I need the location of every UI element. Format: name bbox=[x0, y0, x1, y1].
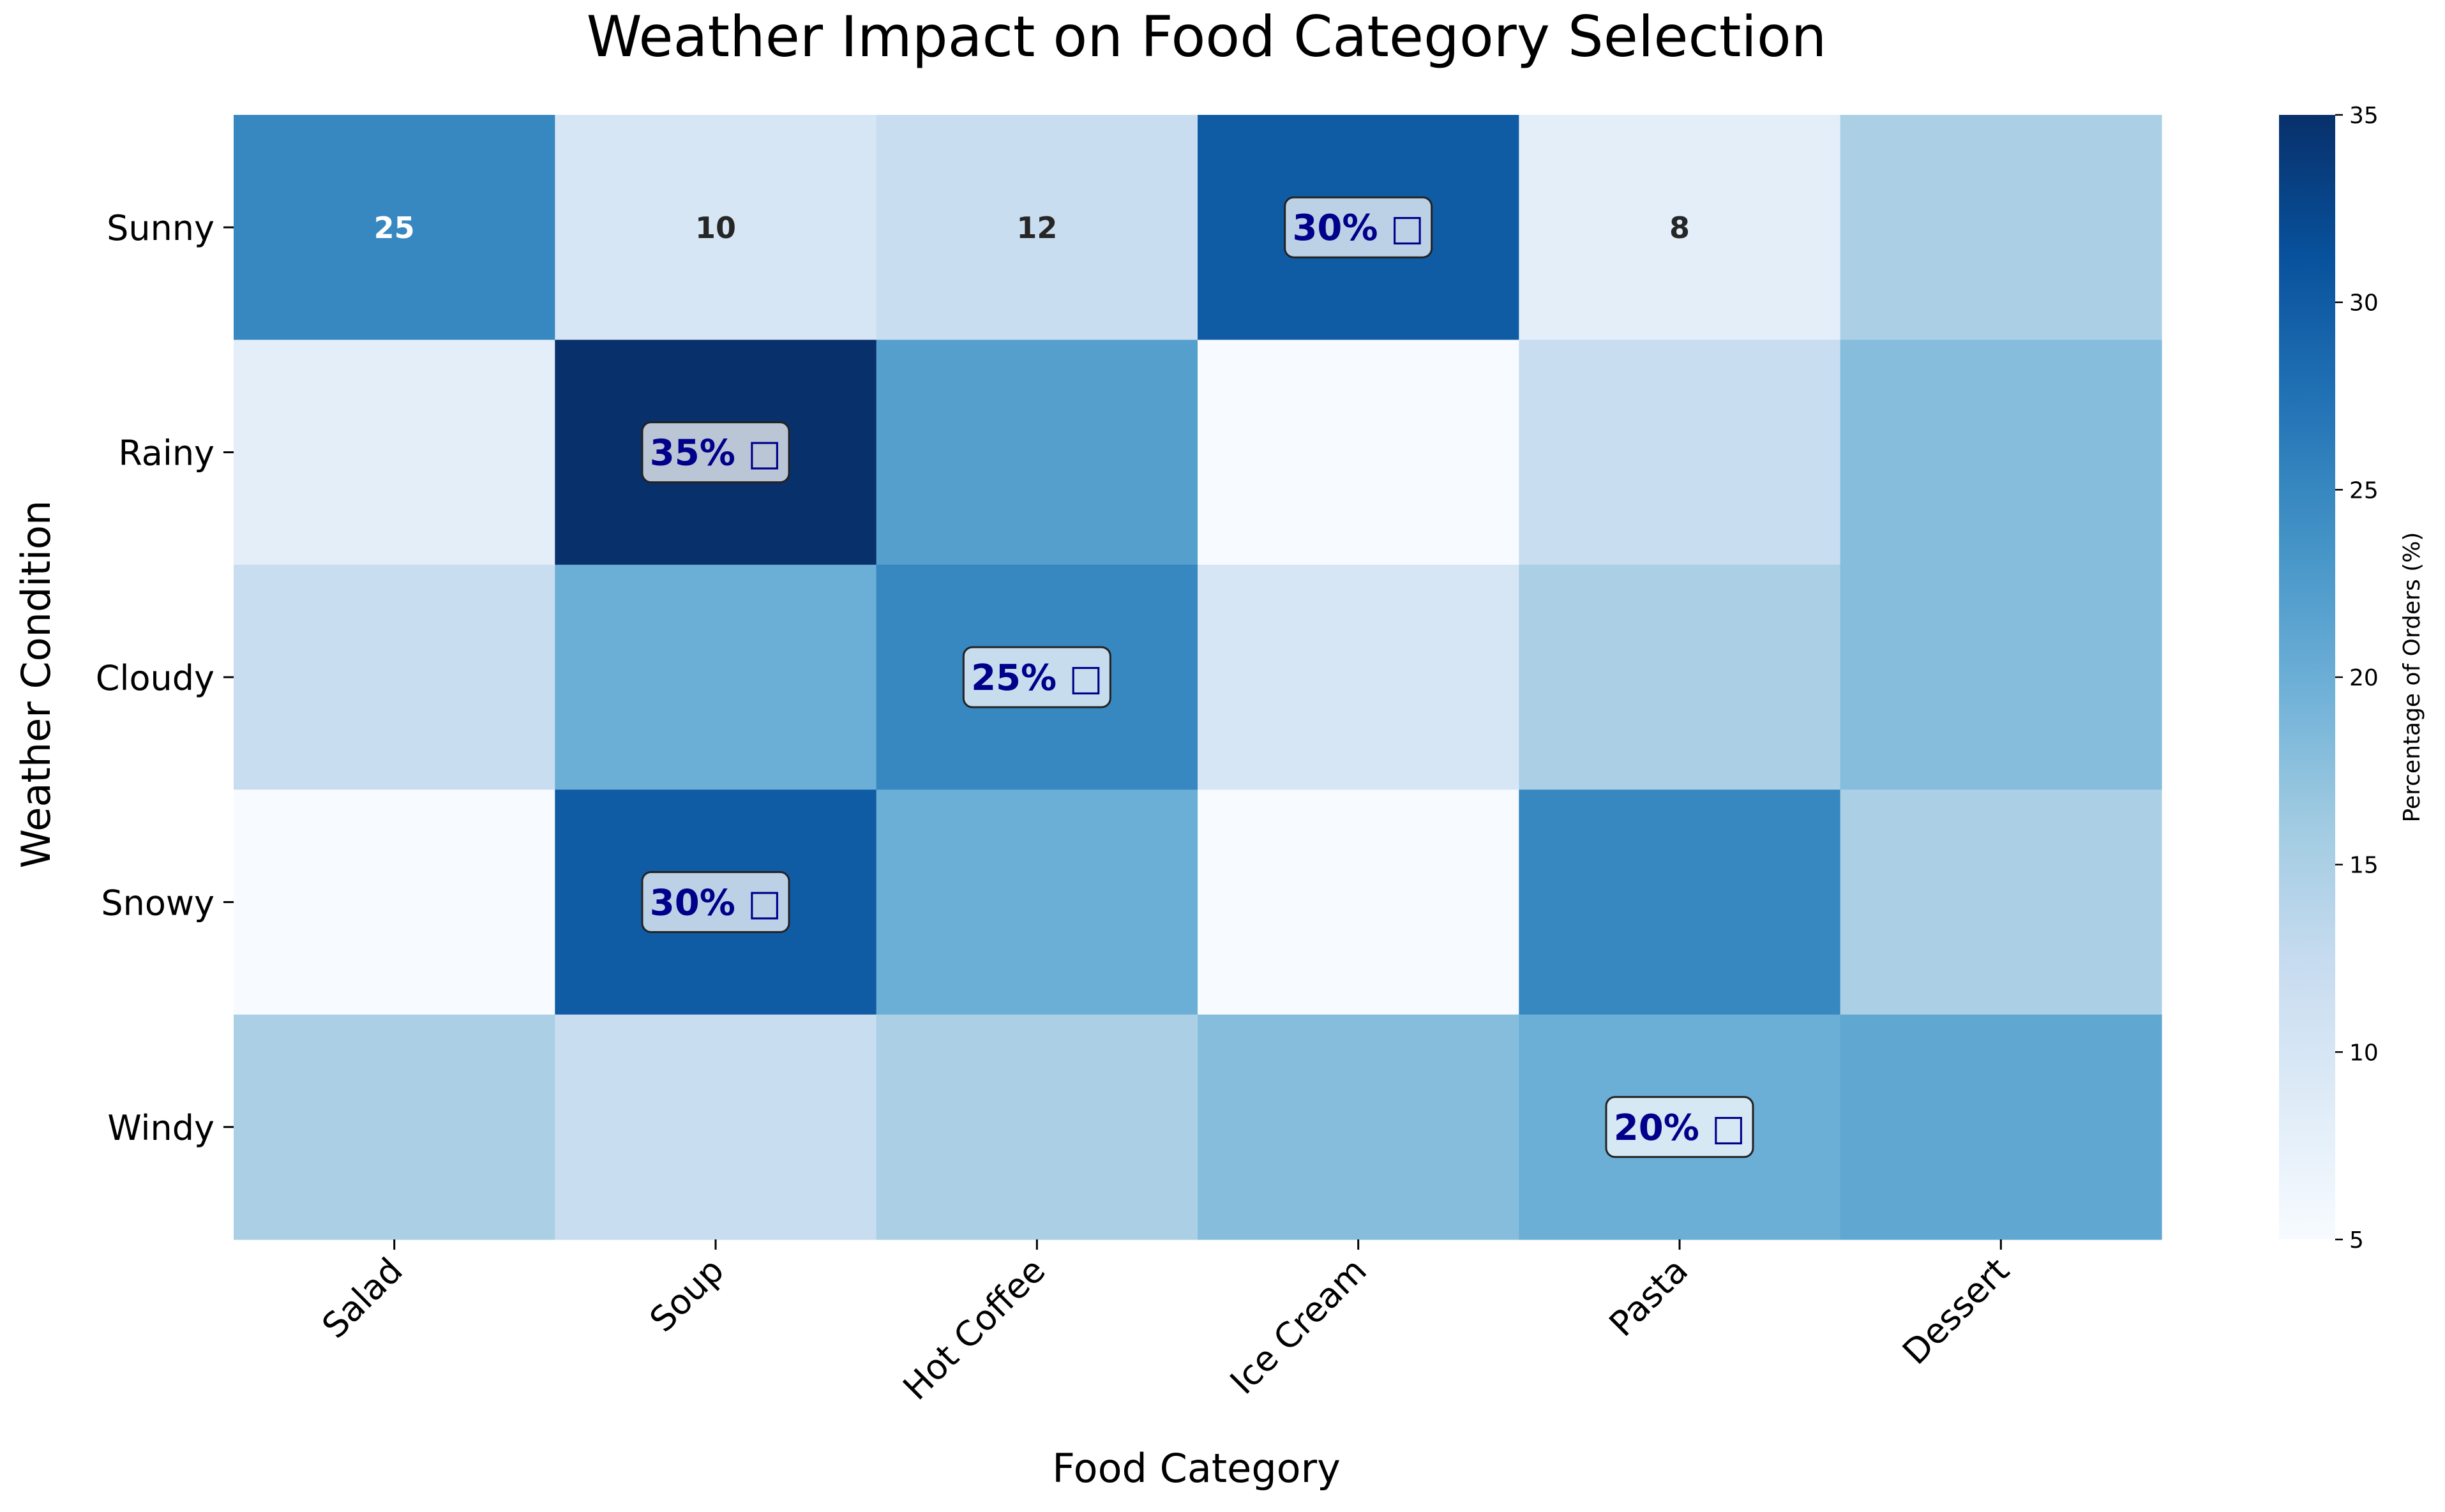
heatmap-cell bbox=[234, 115, 555, 340]
cell-value-label: 25 bbox=[374, 211, 415, 245]
heatmap-cell-labels: 25 10 12 30% □ 8 35% □ 25% □ 30% □ 20% □ bbox=[374, 196, 1754, 1158]
colorbar-gradient bbox=[2279, 115, 2335, 1239]
y-tick-label: Sunny bbox=[107, 208, 214, 248]
y-tick-label: Windy bbox=[107, 1108, 214, 1148]
y-axis: Sunny Rainy Cloudy Snowy Windy bbox=[96, 208, 234, 1148]
highlight-annotation: 30% □ bbox=[1292, 207, 1424, 249]
heatmap-cell bbox=[1519, 115, 1841, 340]
x-tick-label: Ice Cream bbox=[1222, 1250, 1374, 1402]
heatmap-cell bbox=[555, 115, 877, 340]
heatmap-cell bbox=[1198, 790, 1519, 1015]
y-tick-label: Cloudy bbox=[96, 658, 214, 698]
colorbar-tick-label: 25 bbox=[2349, 477, 2379, 504]
y-tick-label: Snowy bbox=[101, 883, 214, 923]
x-tick-label: Dessert bbox=[1895, 1250, 2017, 1372]
heatmap-cell bbox=[876, 1014, 1198, 1240]
colorbar-tick-label: 15 bbox=[2349, 853, 2379, 879]
colorbar bbox=[2279, 115, 2335, 1239]
colorbar-ticks: 5 10 15 20 25 30 35 bbox=[2335, 103, 2379, 1254]
colorbar-tick-label: 30 bbox=[2349, 290, 2379, 317]
heatmap-cell bbox=[1519, 340, 1841, 565]
colorbar-tick-label: 35 bbox=[2349, 103, 2379, 129]
highlight-box bbox=[1605, 1096, 1754, 1158]
heatmap-cells bbox=[234, 115, 2162, 1240]
heatmap-cell bbox=[1840, 564, 2162, 790]
highlight-annotation: 35% □ bbox=[650, 433, 781, 474]
highlight-box bbox=[962, 646, 1111, 708]
heatmap-cell bbox=[876, 115, 1198, 340]
heatmap-cell bbox=[1519, 564, 1841, 790]
heatmap-cell bbox=[234, 1014, 555, 1240]
y-axis-label: Weather Condition bbox=[13, 500, 59, 869]
heatmap-cell bbox=[1198, 1014, 1519, 1240]
heatmap-cell bbox=[555, 564, 877, 790]
heatmap-cell bbox=[1840, 790, 2162, 1015]
y-tick-label: Rainy bbox=[118, 433, 214, 474]
highlight-box bbox=[641, 871, 790, 933]
heatmap-cell bbox=[876, 790, 1198, 1015]
cell-value-label: 12 bbox=[1016, 211, 1057, 245]
heatmap-cell bbox=[1198, 340, 1519, 565]
colorbar-label: Percentage of Orders (%) bbox=[2399, 532, 2425, 823]
heatmap-cell bbox=[876, 340, 1198, 565]
highlight-annotation: 20% □ bbox=[1614, 1107, 1745, 1149]
heatmap-cell bbox=[234, 790, 555, 1015]
heatmap-cell bbox=[1519, 790, 1841, 1015]
cell-value-label: 8 bbox=[1669, 211, 1690, 245]
heatmap-cell bbox=[1840, 340, 2162, 565]
highlight-box bbox=[1284, 196, 1433, 258]
x-tick-label: Soup bbox=[642, 1250, 732, 1340]
heatmap-cell bbox=[1198, 564, 1519, 790]
heatmap-cell bbox=[1840, 115, 2162, 340]
heatmap-cell bbox=[234, 340, 555, 565]
x-tick-label: Salad bbox=[314, 1250, 410, 1346]
heatmap-cell bbox=[234, 564, 555, 790]
x-tick-label: Pasta bbox=[1602, 1250, 1696, 1345]
highlight-annotation: 25% □ bbox=[971, 657, 1102, 699]
heatmap-cell bbox=[555, 1014, 877, 1240]
highlight-box bbox=[641, 421, 790, 484]
colorbar-tick-label: 5 bbox=[2349, 1227, 2364, 1254]
colorbar-tick-label: 10 bbox=[2349, 1040, 2379, 1066]
x-axis-label: Food Category bbox=[1052, 1445, 1341, 1492]
x-axis: Salad Soup Hot Coffee Ice Cream Pasta Dessert bbox=[314, 1239, 2017, 1408]
heatmap-cell bbox=[1840, 1014, 2162, 1240]
colorbar-tick-label: 20 bbox=[2349, 665, 2379, 691]
chart-title: Weather Impact on Food Category Selectio… bbox=[587, 4, 1827, 70]
highlight-annotation: 30% □ bbox=[650, 882, 781, 924]
x-tick-label: Hot Coffee bbox=[895, 1250, 1053, 1408]
cell-value-label: 10 bbox=[695, 211, 736, 245]
